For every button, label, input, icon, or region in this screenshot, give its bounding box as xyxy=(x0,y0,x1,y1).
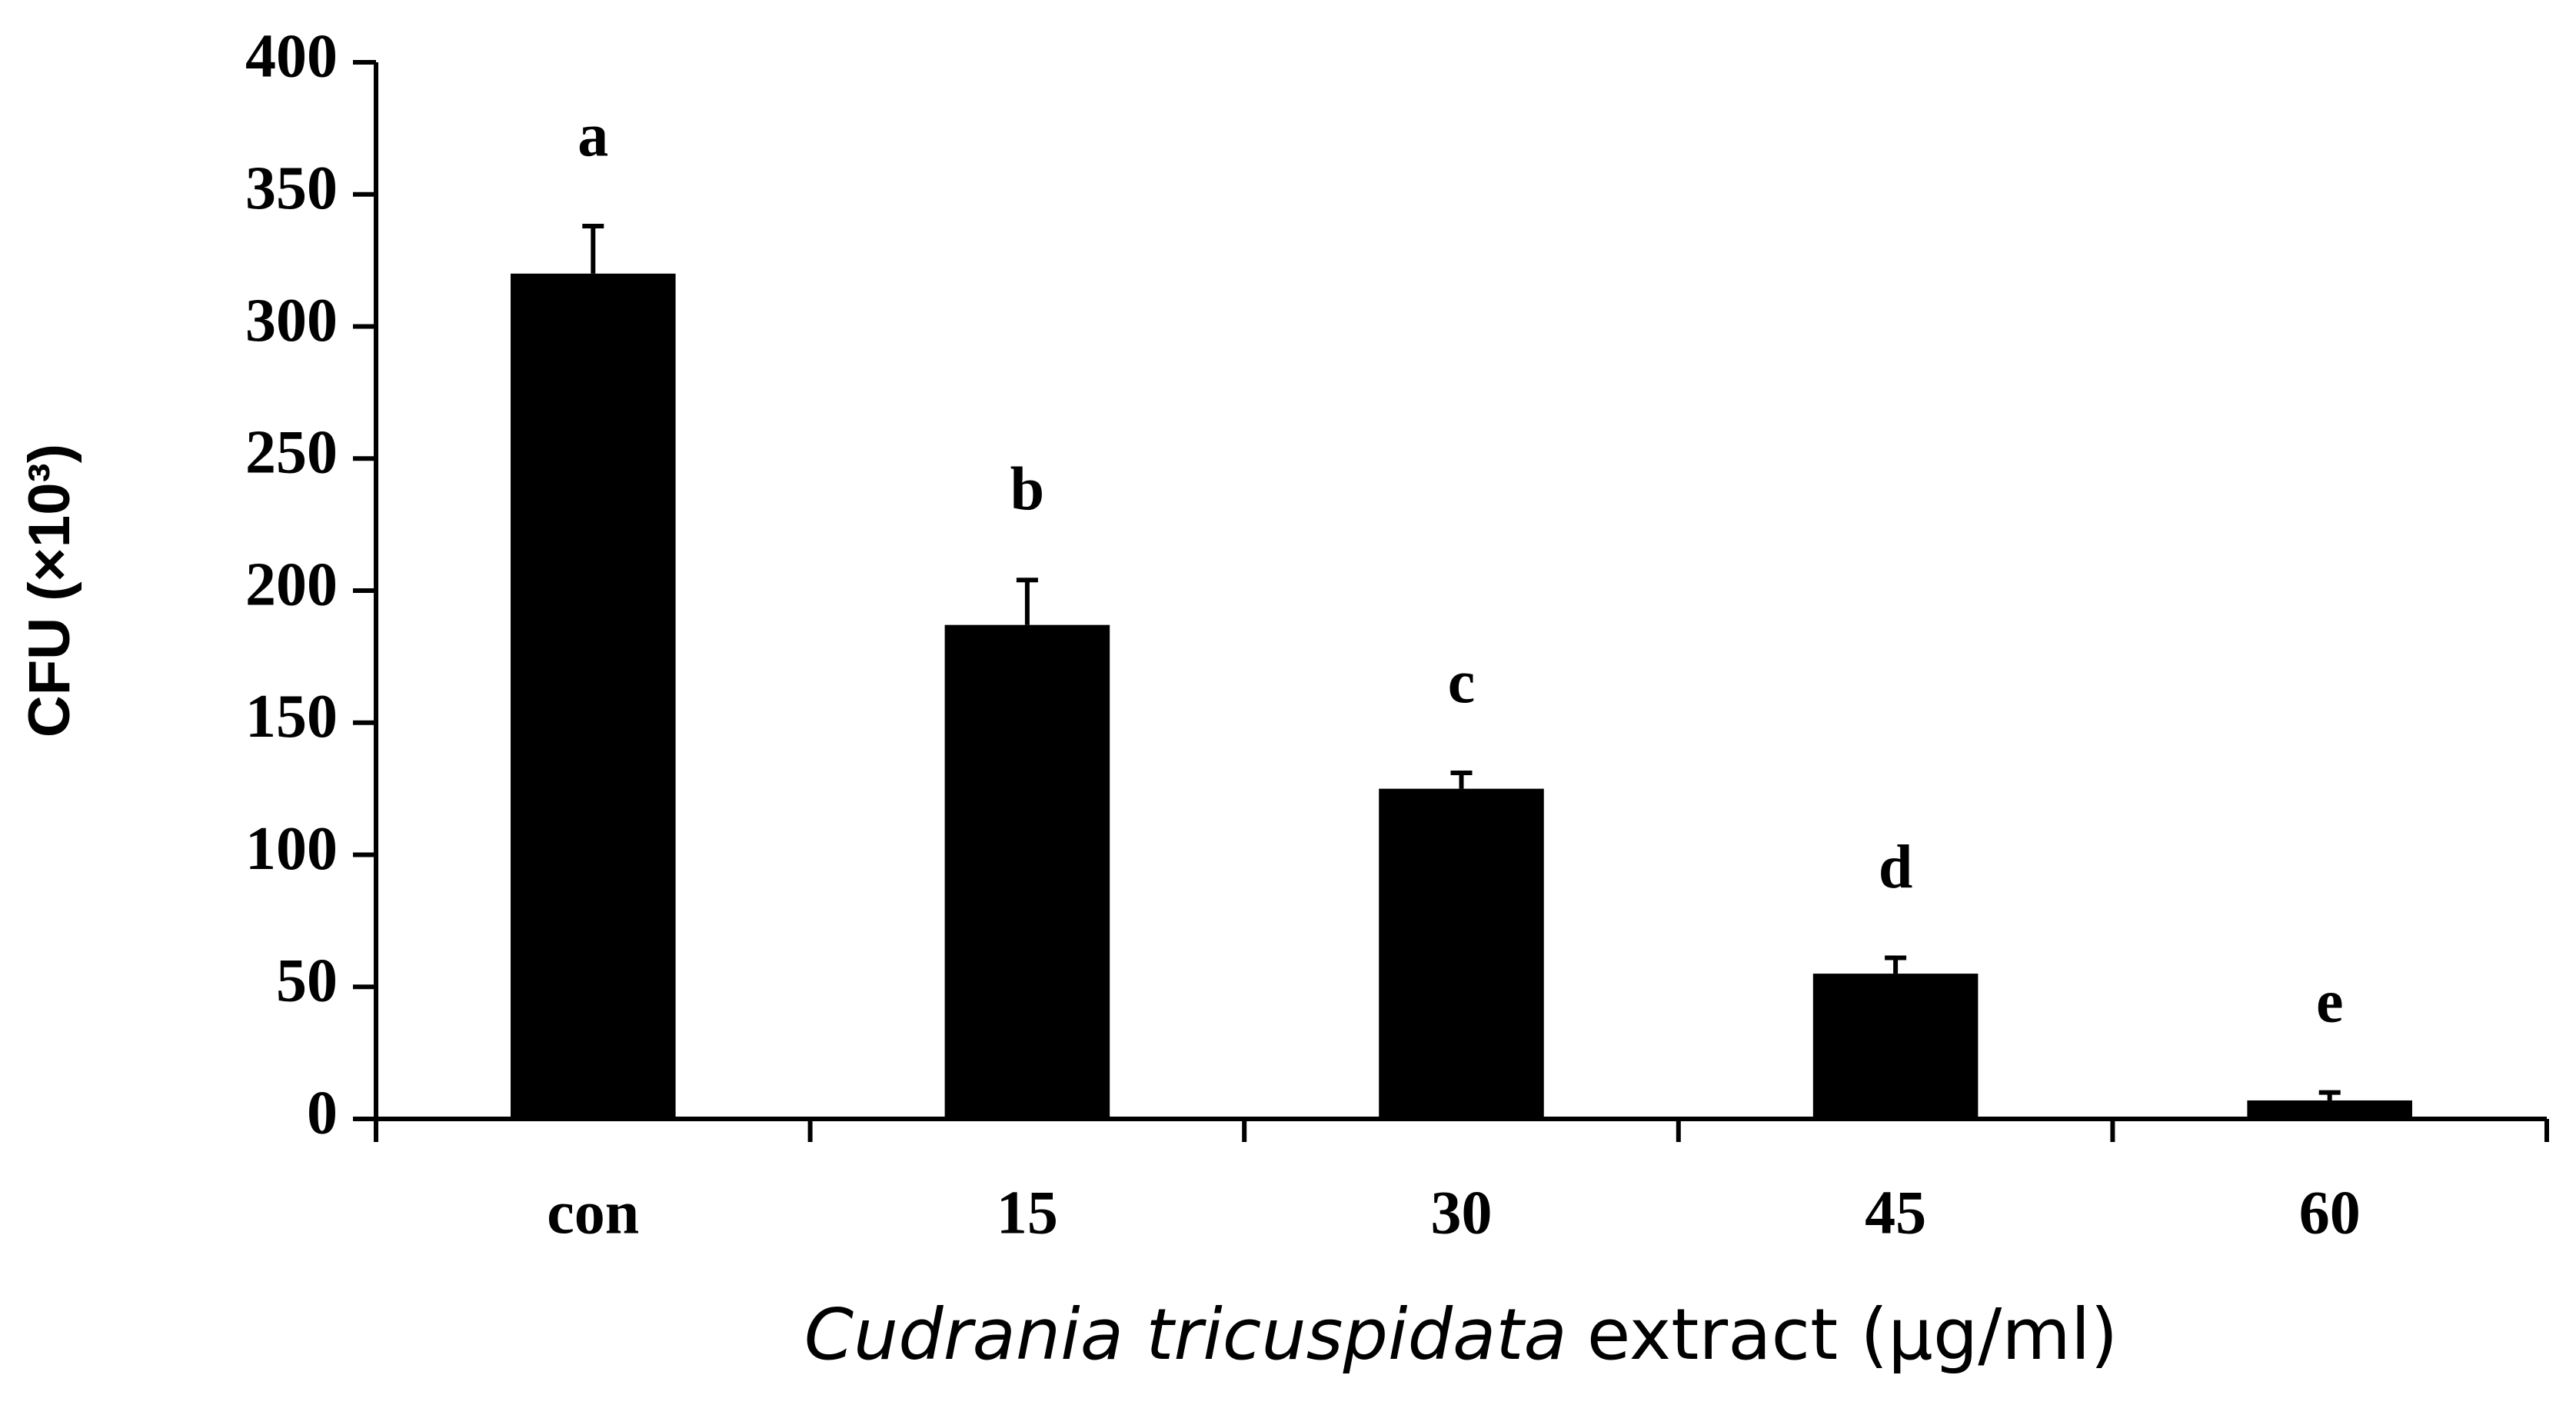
y-tick-label: 50 xyxy=(276,947,338,1015)
x-tick-label: 30 xyxy=(1431,1179,1493,1247)
x-tick-label: 45 xyxy=(1865,1179,1926,1247)
x-axis-label: Cudrania tricuspidata extract (μg/ml) xyxy=(804,1293,2118,1376)
y-tick-label: 350 xyxy=(245,155,338,222)
y-tick-label: 400 xyxy=(245,22,338,90)
y-tick-label: 150 xyxy=(245,683,338,751)
bar xyxy=(2247,1100,2412,1119)
x-tick-label: con xyxy=(547,1179,639,1247)
significance-label: b xyxy=(1010,456,1045,524)
x-axis-label-text: extract (μg/ml) xyxy=(1587,1293,2118,1376)
y-tick-label: 0 xyxy=(307,1079,338,1147)
y-tick-label: 200 xyxy=(245,551,338,618)
x-tick-label: 60 xyxy=(2299,1179,2361,1247)
bar xyxy=(511,273,676,1119)
x-tick-label: 15 xyxy=(997,1179,1058,1247)
significance-label: d xyxy=(1879,834,1913,901)
significance-label: c xyxy=(1448,648,1476,716)
bar xyxy=(944,624,1110,1119)
bar xyxy=(1379,788,1544,1119)
y-tick-label: 250 xyxy=(245,419,338,487)
y-tick-label: 100 xyxy=(245,815,338,883)
y-tick-label: 300 xyxy=(245,287,338,355)
x-axis-label-italic: Cudrania tricuspidata xyxy=(804,1293,1567,1376)
bar xyxy=(1812,974,1979,1119)
y-axis-label: CFU (×10³) xyxy=(17,444,82,737)
significance-label: a xyxy=(577,102,608,169)
significance-label: e xyxy=(2316,968,2344,1036)
